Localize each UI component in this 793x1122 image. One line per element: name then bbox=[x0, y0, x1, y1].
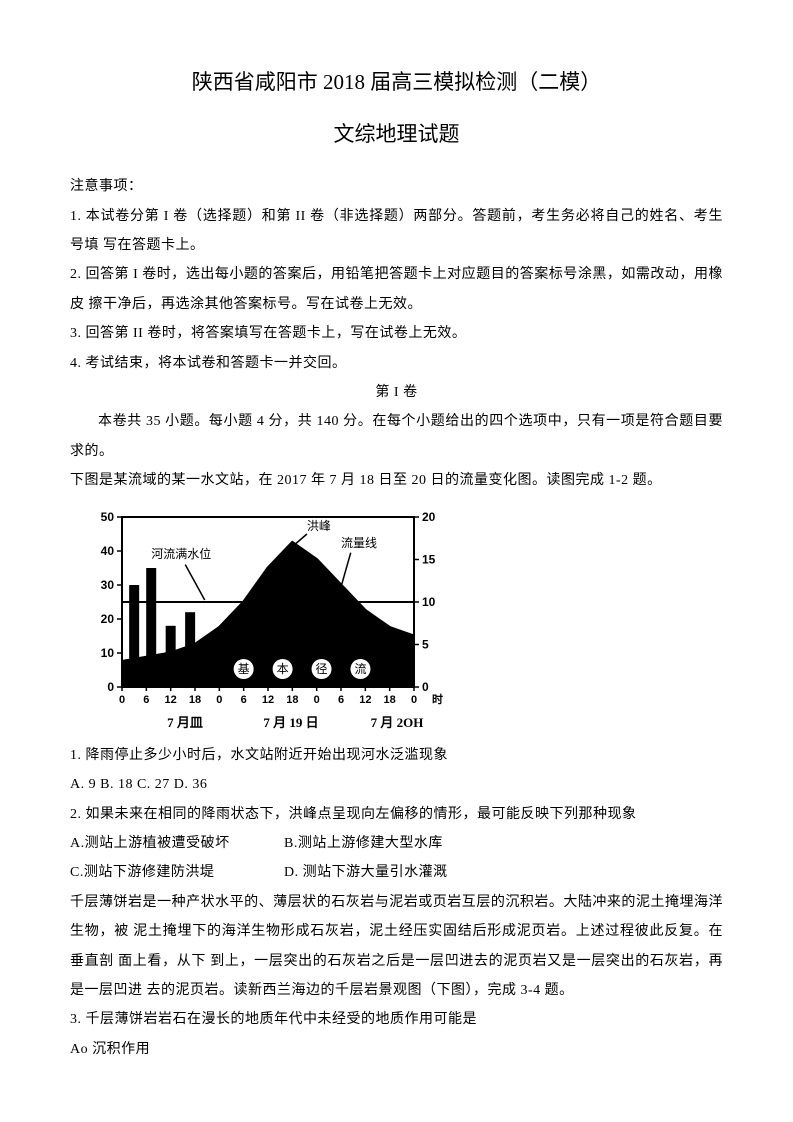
svg-text:10: 10 bbox=[101, 646, 115, 660]
svg-text:0: 0 bbox=[422, 680, 429, 694]
svg-text:径: 径 bbox=[316, 662, 328, 676]
svg-text:18: 18 bbox=[286, 694, 298, 706]
question-2-options-cd: C.测站下游修建防洪堤 D. 测站下游大量引水灌溉 bbox=[70, 858, 723, 887]
svg-text:10: 10 bbox=[422, 595, 436, 609]
svg-text:0: 0 bbox=[119, 694, 125, 706]
figure-intro: 下图是某流域的某一水文站，在 2017 年 7 月 18 日至 20 日的流量变… bbox=[70, 466, 723, 495]
hydrograph-chart: 01020304050051015200612180612180612180时基… bbox=[80, 509, 450, 736]
svg-text:6: 6 bbox=[338, 694, 344, 706]
svg-text:30: 30 bbox=[101, 578, 115, 592]
passage-2: 千层薄饼岩是一种产状水平的、薄层状的石灰岩与泥岩或页岩互层的沉积岩。大陆冲来的泥… bbox=[70, 888, 723, 1006]
chart-date-labels: 7 月皿 7 月 19 日 7 月 2OH bbox=[80, 709, 450, 736]
q2-opt-d: D. 测站下游大量引水灌溉 bbox=[284, 858, 448, 887]
svg-text:15: 15 bbox=[422, 553, 436, 567]
date-1: 7 月皿 bbox=[132, 709, 238, 736]
question-2: 2. 如果未来在相同的降雨状态下，洪峰点呈现向左偏移的情形，最可能反映下列那种现… bbox=[70, 800, 723, 829]
svg-text:18: 18 bbox=[384, 694, 396, 706]
date-2: 7 月 19 日 bbox=[238, 709, 344, 736]
question-1-options: A. 9 B. 18 C. 27 D. 36 bbox=[70, 770, 723, 799]
title-main: 陕西省咸阳市 2018 届高三模拟检测（二模） bbox=[70, 60, 723, 104]
svg-text:20: 20 bbox=[422, 510, 436, 524]
notice-3: 3. 回答第 II 卷时，将答案填写在答题卡上，写在试卷上无效。 bbox=[70, 319, 723, 348]
q2-opt-a: A.测站上游植被遭受破坏 bbox=[70, 829, 280, 858]
svg-text:河流满水位: 河流满水位 bbox=[151, 546, 211, 561]
svg-text:20: 20 bbox=[101, 612, 115, 626]
svg-text:5: 5 bbox=[422, 638, 429, 652]
question-3-opt-a: Ao 沉积作用 bbox=[70, 1035, 723, 1064]
svg-text:0: 0 bbox=[216, 694, 222, 706]
date-3: 7 月 2OH bbox=[344, 709, 450, 736]
svg-text:6: 6 bbox=[241, 694, 247, 706]
svg-text:12: 12 bbox=[165, 694, 177, 706]
svg-text:50: 50 bbox=[101, 510, 115, 524]
svg-text:0: 0 bbox=[107, 680, 114, 694]
svg-text:基: 基 bbox=[238, 662, 250, 676]
svg-text:18: 18 bbox=[189, 694, 201, 706]
question-3: 3. 千层薄饼岩岩石在漫长的地质年代中未经受的地质作用可能是 bbox=[70, 1005, 723, 1034]
title-sub: 文综地理试题 bbox=[70, 112, 723, 156]
q2-opt-b: B.测站上游修建大型水库 bbox=[284, 829, 443, 858]
notice-header: 注意事项： bbox=[70, 172, 723, 201]
section-1-header: 第 I 卷 bbox=[70, 378, 723, 407]
svg-text:12: 12 bbox=[359, 694, 371, 706]
svg-text:40: 40 bbox=[101, 544, 115, 558]
notice-2: 2. 回答第 I 卷时，选出每小题的答案后，用铅笔把答题卡上对应题目的答案标号涂… bbox=[70, 260, 723, 319]
question-2-options-ab: A.测站上游植被遭受破坏 B.测站上游修建大型水库 bbox=[70, 829, 723, 858]
svg-text:流: 流 bbox=[354, 662, 366, 676]
q2-opt-c: C.测站下游修建防洪堤 bbox=[70, 858, 280, 887]
svg-text:时: 时 bbox=[432, 692, 443, 706]
svg-text:12: 12 bbox=[262, 694, 274, 706]
section-1-desc: 本卷共 35 小题。每小题 4 分，共 140 分。在每个小题给出的四个选项中，… bbox=[70, 407, 723, 466]
svg-text:0: 0 bbox=[411, 694, 417, 706]
chart-svg: 01020304050051015200612180612180612180时基… bbox=[80, 509, 450, 709]
svg-text:本: 本 bbox=[277, 662, 289, 676]
question-1: 1. 降雨停止多少小时后，水文站附近开始出现河水泛滥现象 bbox=[70, 741, 723, 770]
svg-text:流量线: 流量线 bbox=[341, 536, 377, 550]
notice-4: 4. 考试结束，将本试卷和答题卡一并交回。 bbox=[70, 349, 723, 378]
svg-text:6: 6 bbox=[143, 694, 149, 706]
svg-text:0: 0 bbox=[314, 694, 320, 706]
svg-text:洪峰: 洪峰 bbox=[307, 519, 331, 533]
notice-1: 1. 本试卷分第 I 卷（选择题）和第 II 卷（非选择题）两部分。答题前，考生… bbox=[70, 202, 723, 261]
